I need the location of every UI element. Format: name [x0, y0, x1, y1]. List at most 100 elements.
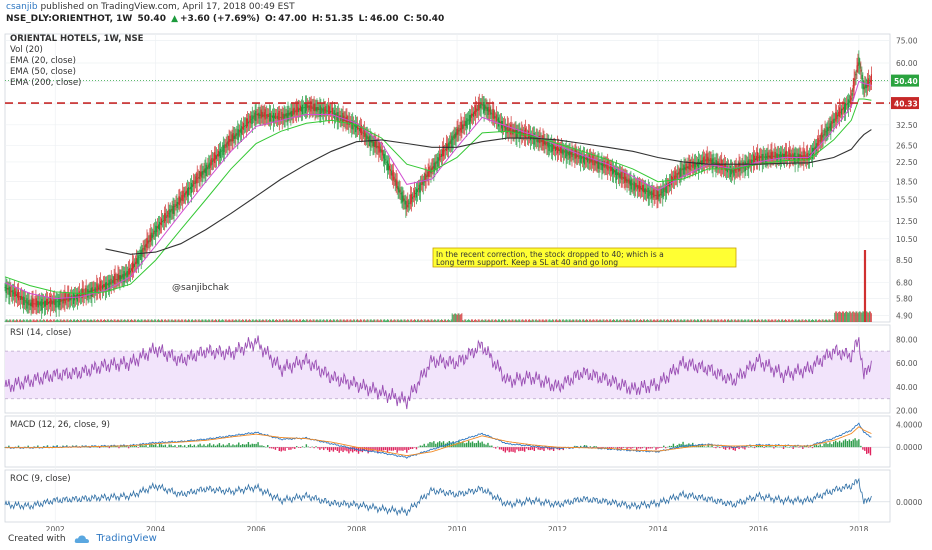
- volume-bar: [181, 319, 183, 322]
- candle-body: [335, 113, 337, 116]
- volume-bar: [116, 319, 118, 322]
- volume-bar: [626, 319, 628, 322]
- volume-bar: [760, 319, 762, 322]
- candle-body: [408, 203, 410, 204]
- candle-body: [419, 182, 421, 193]
- candle-body: [172, 205, 174, 214]
- candle-body: [78, 291, 80, 298]
- time-axis-tick: 2014: [648, 525, 667, 531]
- candle-body: [18, 296, 21, 298]
- candle-body: [328, 105, 330, 115]
- volume-bar: [249, 319, 251, 322]
- volume-bar: [608, 321, 610, 322]
- volume-bar: [769, 320, 771, 322]
- volume-bar: [782, 320, 785, 322]
- volume-bar: [740, 319, 742, 322]
- candle-body: [542, 135, 544, 146]
- volume-bar: [416, 319, 418, 322]
- chart-area[interactable]: 4.905.806.808.5010.5012.5015.5018.5022.5…: [0, 26, 932, 531]
- time-axis-tick: 2018: [849, 525, 868, 531]
- macd-histogram-bar: [321, 447, 323, 449]
- ohlc-line: NSE_DLY:ORIENTHOT, 1W 50.40 ▲ +3.60 (+7.6…: [6, 14, 446, 24]
- volume-bar: [738, 319, 740, 322]
- macd-histogram-bar: [666, 446, 669, 448]
- macd-histogram-bar: [286, 447, 288, 448]
- macd-histogram-bar: [618, 447, 621, 449]
- volume-bar: [244, 319, 247, 322]
- volume-bar: [128, 319, 130, 322]
- macd-histogram-bar: [535, 447, 537, 449]
- macd-histogram-bar: [228, 442, 230, 448]
- macd-histogram-bar: [433, 441, 435, 448]
- volume-bar: [279, 319, 281, 322]
- price-axis-tick: 75.00: [896, 37, 918, 46]
- volume-bar: [426, 320, 428, 322]
- macd-histogram-bar: [249, 444, 252, 448]
- volume-bar: [593, 319, 595, 322]
- candle-body: [33, 303, 35, 305]
- candle-body: [449, 141, 451, 144]
- volume-bar: [185, 319, 187, 322]
- candle-body: [474, 105, 476, 116]
- candle-body: [380, 148, 382, 153]
- candle-body: [244, 125, 247, 126]
- volume-bar: [828, 319, 830, 322]
- volume-bar: [134, 319, 136, 322]
- volume-bar: [117, 319, 119, 322]
- candle-body: [574, 149, 576, 159]
- candle-body: [17, 289, 20, 301]
- price-axis-tick: 5.80: [896, 295, 913, 304]
- candle-body: [242, 126, 244, 129]
- macd-histogram-bar: [844, 439, 847, 448]
- candle-body: [138, 256, 140, 258]
- macd-histogram-bar: [802, 447, 804, 449]
- candle-body: [330, 111, 333, 113]
- annotation-callout[interactable]: In the recent correction, the stock drop…: [432, 247, 737, 268]
- macd-histogram-bar: [786, 446, 789, 448]
- candle-body: [631, 183, 633, 185]
- macd-histogram-bar: [711, 445, 713, 448]
- candle-body: [818, 141, 820, 143]
- rsi-band: [5, 351, 890, 399]
- volume-bar: [565, 319, 567, 322]
- author-link[interactable]: csanjib: [6, 2, 38, 12]
- macd-histogram-bar: [815, 444, 818, 448]
- candle-body: [316, 106, 318, 112]
- volume-bar: [705, 321, 707, 322]
- volume-bar: [231, 319, 233, 322]
- candle-body: [322, 108, 324, 113]
- macd-histogram-bar: [496, 446, 499, 448]
- macd-histogram-bar: [164, 444, 167, 448]
- volume-bar: [690, 319, 692, 322]
- candle-body: [203, 169, 205, 173]
- volume-bar: [237, 321, 239, 322]
- candle-body: [557, 147, 560, 151]
- candle-body: [98, 287, 100, 290]
- candle-body: [867, 80, 869, 87]
- candle-body: [427, 171, 429, 177]
- candle-body: [364, 132, 366, 137]
- volume-bar: [42, 320, 44, 322]
- candle-body: [263, 112, 265, 118]
- candle-body: [166, 214, 168, 217]
- candle-body: [490, 112, 492, 114]
- candle-body: [323, 107, 325, 116]
- candle-body: [282, 113, 284, 119]
- volume-bar: [778, 319, 780, 322]
- macd-histogram-bar: [116, 446, 118, 448]
- volume-bar: [686, 319, 688, 322]
- macd-histogram-bar: [303, 447, 306, 448]
- volume-bar: [568, 319, 570, 322]
- candle-body: [654, 194, 656, 196]
- volume-bar: [262, 319, 264, 322]
- volume-bar: [385, 320, 387, 322]
- candle-body: [253, 115, 255, 118]
- volume-bar: [291, 320, 293, 322]
- tradingview-link[interactable]: TradingView: [96, 533, 157, 544]
- volume-bar: [48, 320, 50, 322]
- volume-bar: [750, 320, 752, 322]
- candle-body: [121, 274, 123, 278]
- candle-body: [20, 295, 22, 300]
- volume-bar: [391, 320, 393, 322]
- macd-histogram-bar: [862, 447, 864, 450]
